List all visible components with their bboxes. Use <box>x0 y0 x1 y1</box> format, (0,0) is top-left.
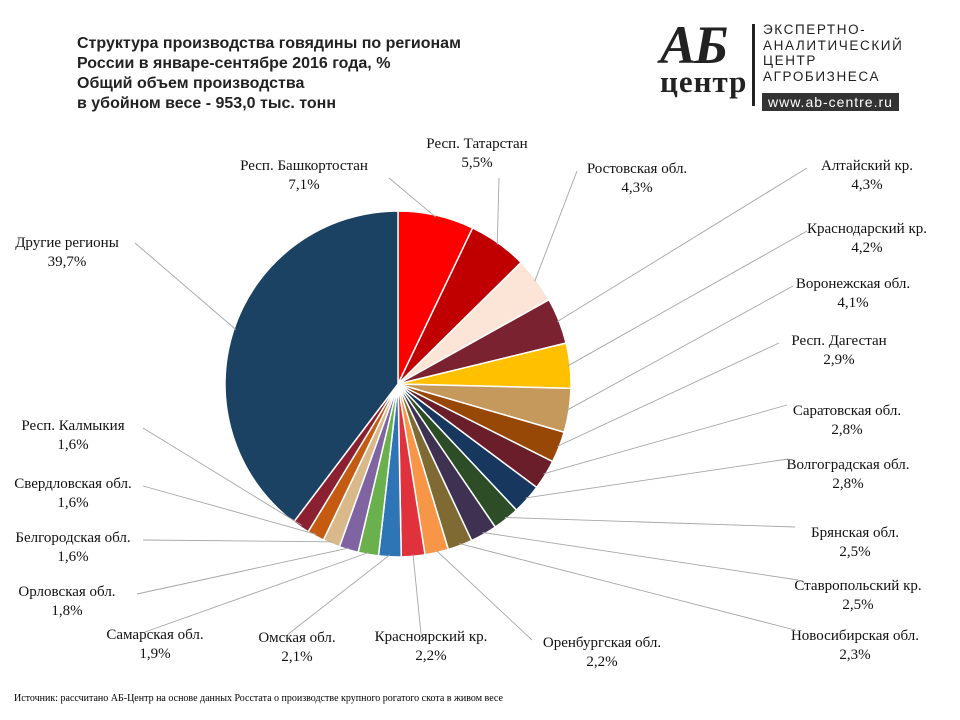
data-label-name-другие-регионы: Другие регионы <box>15 235 119 251</box>
data-label-value-другие-регионы: 39,7% <box>48 254 87 270</box>
pie-slice-другие-регионы <box>224 210 399 524</box>
title-line-2: России в январе-сентябре 2016 года, % <box>77 55 391 72</box>
data-label-name-респ-башкортостан: Респ. Башкортостан <box>240 158 368 174</box>
logo-centr-mark: центр <box>660 64 748 99</box>
data-label-name-респ-калмыкия: Респ. Калмыкия <box>21 418 124 434</box>
data-label-name-омская-обл: Омская обл. <box>258 630 335 646</box>
logo-caption-line-1: ЭКСПЕРТНО- <box>763 22 867 37</box>
leader-line-респ-дагестан <box>557 342 780 447</box>
data-label-name-свердловская-обл: Свердловская обл. <box>14 476 132 492</box>
data-label-value-самарская-обл: 1,9% <box>139 646 170 662</box>
leader-line-ростовская-обл <box>534 170 578 282</box>
data-label-name-белгородская-обл: Белгородская обл. <box>15 530 130 546</box>
logo-url: www.ab-centre.ru <box>762 93 899 111</box>
source-footnote: Источник: рассчитано АБ-Центр на основе … <box>14 693 503 704</box>
data-label-name-саратовская-обл: Саратовская обл. <box>793 403 901 419</box>
chart-title: Структура производства говядины по регио… <box>77 34 461 114</box>
data-label-name-респ-дагестан: Респ. Дагестан <box>791 333 886 349</box>
leader-line-ставропольский-кр <box>482 532 799 581</box>
data-label-value-воронежская-обл: 4,1% <box>837 295 868 311</box>
data-label-name-красноярский-кр: Красноярский кр. <box>375 629 488 645</box>
data-label-value-волгоградская-обл: 2,8% <box>832 476 863 492</box>
data-label-value-красноярский-кр: 2,2% <box>415 648 446 664</box>
leader-lines <box>134 167 808 641</box>
leader-line-красноярский-кр <box>412 554 422 635</box>
data-label-value-респ-калмыкия: 1,6% <box>57 437 88 453</box>
data-label-value-свердловская-обл: 1,6% <box>57 495 88 511</box>
logo-caption-line-4: АГРОБИЗНЕСА <box>763 68 881 84</box>
leader-line-волгоградская-обл <box>525 458 789 499</box>
data-label-value-респ-башкортостан: 7,1% <box>288 177 319 193</box>
leader-line-оренбургская-обл <box>436 550 533 641</box>
pie-slices <box>224 210 572 558</box>
logo-caption-line-3: ЦЕНТР <box>763 53 817 68</box>
title-line-4: в убойном весе - 953,0 тыс. тонн <box>77 95 337 112</box>
data-label-name-волгоградская-обл: Волгоградская обл. <box>786 457 909 473</box>
data-label-name-самарская-обл: Самарская обл. <box>106 627 203 643</box>
title-line-3: Общий объем производства <box>77 75 305 92</box>
data-label-value-краснодарский-кр: 4,2% <box>851 240 882 256</box>
data-label-name-респ-татарстан: Респ. Татарстан <box>426 136 527 152</box>
leader-line-алтайский-кр <box>556 167 808 322</box>
leader-line-краснодарский-кр <box>567 230 808 367</box>
leader-line-респ-башкортостан <box>388 177 437 218</box>
leader-line-брянская-обл <box>504 517 796 528</box>
leader-line-новосибирская-обл <box>459 543 796 631</box>
data-label-name-алтайский-кр: Алтайский кр. <box>821 158 913 174</box>
data-label-name-ставропольский-кр: Ставропольский кр. <box>794 578 921 594</box>
ab-centre-logo: АБ центр ЭКСПЕРТНО- АНАЛИТИЧЕСКИЙ ЦЕНТР … <box>658 15 948 118</box>
data-label-value-респ-дагестан: 2,9% <box>823 352 854 368</box>
data-label-name-новосибирская-обл: Новосибирская обл. <box>791 628 919 644</box>
data-label-name-оренбургская-обл: Оренбургская обл. <box>543 635 661 651</box>
data-label-value-белгородская-обл: 1,6% <box>57 549 88 565</box>
data-label-value-ростовская-обл: 4,3% <box>621 180 652 196</box>
leader-line-респ-татарстан <box>496 177 500 245</box>
logo-divider <box>752 24 755 106</box>
data-label-value-омская-обл: 2,1% <box>281 649 312 665</box>
title-line-1: Структура производства говядины по регио… <box>77 35 461 52</box>
data-label-value-ставропольский-кр: 2,5% <box>842 597 873 613</box>
logo-caption: ЭКСПЕРТНО- АНАЛИТИЧЕСКИЙ ЦЕНТР АГРОБИЗНЕ… <box>763 22 903 84</box>
data-labels: Респ. Башкортостан 7,1% Респ. Татарстан 5,5… <box>14 136 927 670</box>
leader-line-свердловская-обл <box>142 485 317 535</box>
leader-line-орловская-обл <box>136 547 350 595</box>
leader-line-другие-регионы <box>134 242 237 330</box>
data-label-name-воронежская-обл: Воронежская обл. <box>796 276 910 292</box>
data-label-value-саратовская-обл: 2,8% <box>831 422 862 438</box>
data-label-name-орловская-обл: Орловская обл. <box>18 584 115 600</box>
leader-line-воронежская-обл <box>566 285 794 411</box>
data-label-value-брянская-обл: 2,5% <box>839 544 870 560</box>
pie-chart: Респ. Башкортостан 7,1% Респ. Татарстан 5,5… <box>14 136 927 670</box>
logo-ab-mark: АБ <box>660 15 728 75</box>
leader-line-респ-калмыкия <box>142 427 303 526</box>
data-label-value-респ-татарстан: 5,5% <box>461 155 492 171</box>
data-label-value-орловская-обл: 1,8% <box>51 603 82 619</box>
leader-line-белгородская-обл <box>142 539 333 543</box>
logo-caption-line-2: АНАЛИТИЧЕСКИЙ <box>763 37 904 53</box>
leader-line-саратовская-обл <box>543 404 788 475</box>
data-label-name-ростовская-обл: Ростовская обл. <box>587 161 687 177</box>
leader-line-самарская-обл <box>144 552 369 633</box>
data-label-value-алтайский-кр: 4,3% <box>851 177 882 193</box>
data-label-name-брянская-обл: Брянская обл. <box>811 525 899 541</box>
data-label-value-новосибирская-обл: 2,3% <box>839 647 870 663</box>
leader-line-омская-обл <box>286 554 391 636</box>
data-label-value-оренбургская-обл: 2,2% <box>586 654 617 670</box>
data-label-name-краснодарский-кр: Краснодарский кр. <box>807 221 927 237</box>
